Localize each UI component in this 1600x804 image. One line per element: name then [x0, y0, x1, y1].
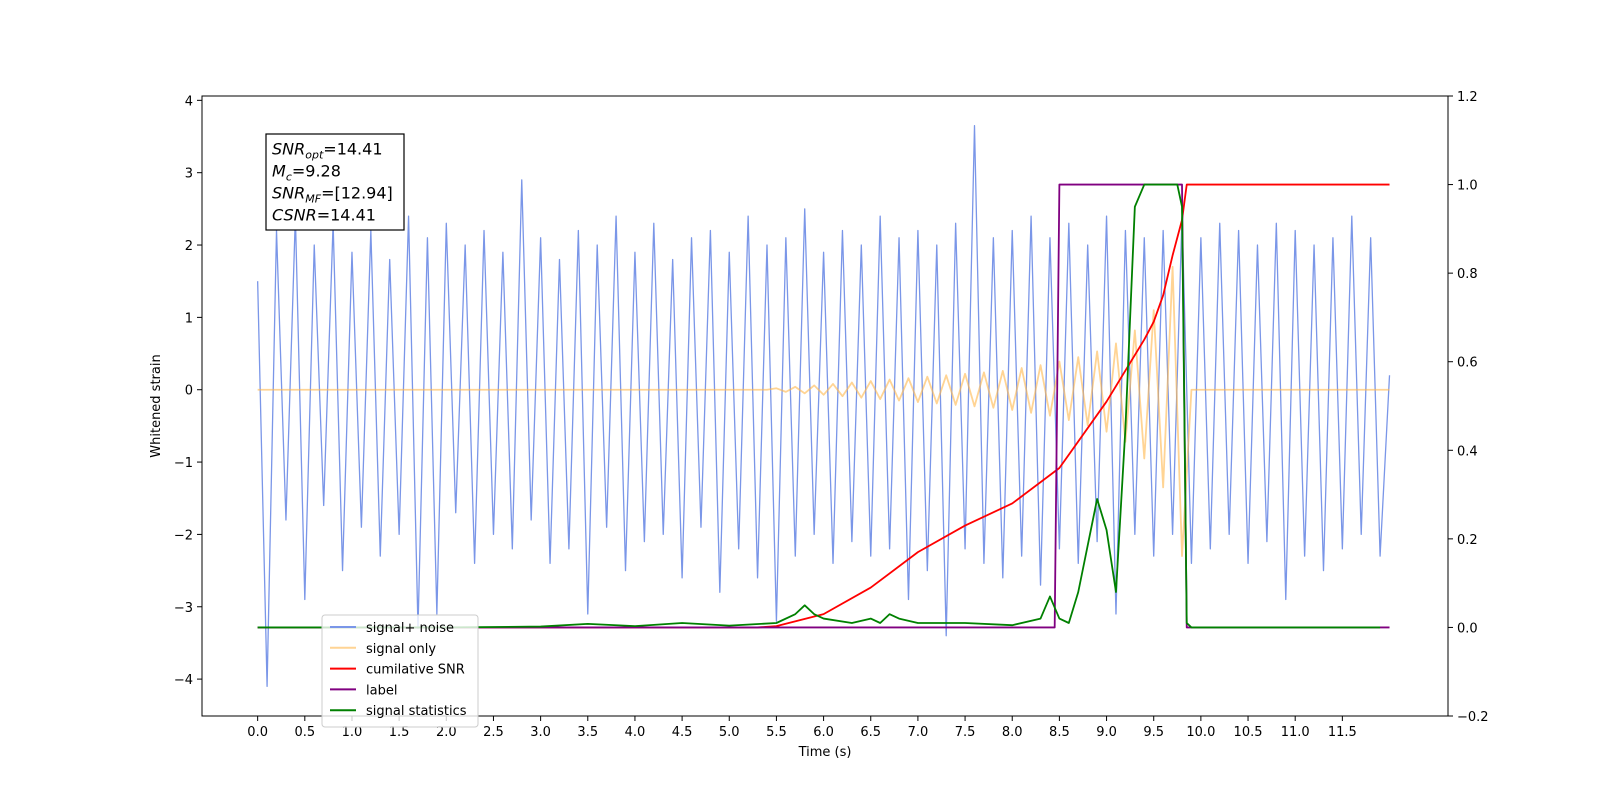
legend-label: signal only	[366, 642, 436, 657]
x-tick-label: 8.0	[1002, 725, 1023, 740]
annotation-symbol: SNR	[272, 140, 305, 159]
y2-tick-label: 0.4	[1457, 444, 1478, 459]
legend-label: label	[366, 683, 397, 698]
y-tick-label: −2	[174, 528, 193, 543]
y-tick-label: 1	[185, 311, 193, 326]
annotation-text: CSNR=14.41	[272, 206, 376, 225]
y-tick-label: −1	[174, 456, 193, 471]
x-tick-label: 8.5	[1049, 725, 1070, 740]
x-tick-label: 11.0	[1281, 725, 1310, 740]
x-tick-label: 6.0	[813, 725, 834, 740]
x-tick-label: 3.5	[577, 725, 598, 740]
legend-box	[321, 614, 479, 728]
series-line	[257, 125, 1391, 687]
legend-label: cumilative SNR	[366, 663, 465, 678]
x-tick-label: 0.0	[247, 725, 268, 740]
y-tick-label: 2	[185, 239, 193, 254]
annotation-text: SNRMF=[12.94]	[272, 184, 393, 206]
x-tick-label: 5.5	[766, 725, 787, 740]
x-tick-label: 3.0	[530, 725, 551, 740]
annotation-symbol: CSNR	[272, 206, 317, 225]
x-tick-label: 1.0	[342, 725, 363, 740]
x-tick-label: 2.0	[436, 725, 457, 740]
annotation-text: SNRopt=14.41	[272, 140, 383, 162]
plot-area	[257, 125, 1391, 687]
x-tick-label: 7.0	[908, 725, 929, 740]
y2-tick-label: 0.2	[1457, 533, 1478, 548]
annotation-symbol: M	[272, 162, 286, 181]
y-tick-label: 4	[185, 94, 193, 109]
y2-tick-label: 0.6	[1457, 356, 1478, 371]
x-tick-label: 1.5	[389, 725, 410, 740]
y2-tick-label: 1.2	[1457, 90, 1478, 105]
annotation-subscript: c	[286, 171, 292, 184]
y2-tick-label: 0.8	[1457, 267, 1478, 282]
x-tick-label: 5.0	[719, 725, 740, 740]
x-axis-label: Time (s)	[798, 745, 852, 760]
y2-tick-label: 0.0	[1457, 621, 1478, 636]
x-tick-label: 2.5	[483, 725, 504, 740]
annotation-value: =9.28	[292, 162, 341, 181]
annotation-subscript: MF	[305, 193, 321, 206]
series-line	[257, 183, 1381, 629]
series-line	[257, 183, 1390, 629]
annotation-value: =14.41	[323, 140, 382, 159]
y-tick-label: 3	[185, 167, 193, 182]
legend-label: signal+ noise	[366, 621, 454, 636]
annotation-subscript: opt	[305, 149, 324, 162]
legend-label: signal statistics	[366, 704, 467, 719]
x-tick-label: 9.5	[1143, 725, 1164, 740]
x-tick-label: 10.0	[1186, 725, 1215, 740]
y-tick-label: −3	[174, 601, 193, 616]
x-tick-label: 4.0	[625, 725, 646, 740]
annotation-value: =14.41	[317, 206, 376, 225]
y-tick-label: 0	[185, 384, 193, 399]
annotation-symbol: SNR	[272, 184, 305, 203]
y-tick-label: −4	[174, 673, 193, 688]
x-tick-label: 7.5	[955, 725, 976, 740]
y2-tick-label: −0.2	[1457, 710, 1489, 725]
x-tick-label: 9.0	[1096, 725, 1117, 740]
y2-tick-label: 1.0	[1457, 179, 1478, 194]
annotation-box	[265, 133, 405, 231]
axes-frame	[201, 95, 1449, 717]
annotation-value: =[12.94]	[321, 184, 393, 203]
x-tick-label: 11.5	[1328, 725, 1357, 740]
annotation-text: Mc=9.28	[272, 162, 341, 184]
x-tick-label: 10.5	[1234, 725, 1263, 740]
x-tick-label: 4.5	[672, 725, 693, 740]
x-tick-label: 6.5	[860, 725, 881, 740]
y-axis-label: Whitened strain	[149, 354, 164, 457]
series-line	[257, 265, 1390, 558]
x-tick-label: 0.5	[294, 725, 315, 740]
